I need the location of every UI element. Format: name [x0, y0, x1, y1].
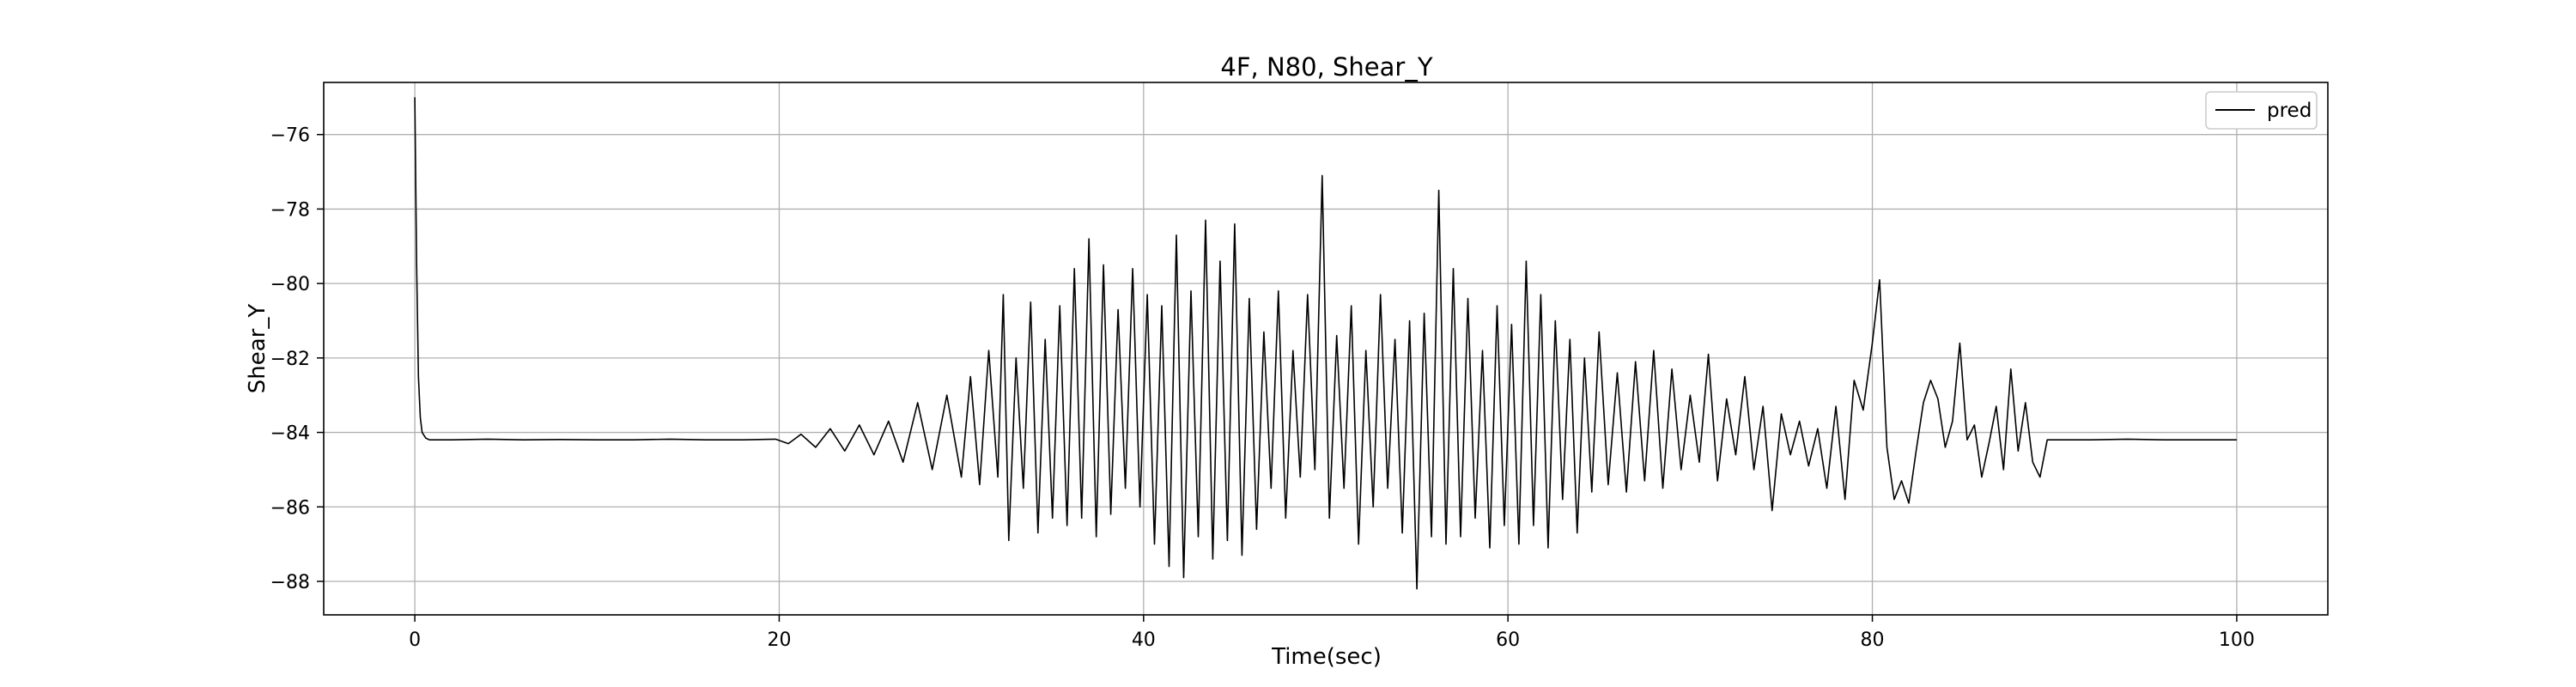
y-axis-ticks: −76 −78 −80 −82 −84 −86 −88	[270, 125, 324, 593]
y-tick-label: −88	[270, 572, 310, 593]
plot-frame	[323, 82, 2329, 616]
x-axis-label: Time(sec)	[1271, 644, 1382, 670]
x-tick-label: 80	[1861, 629, 1885, 651]
y-tick-label: −84	[270, 423, 310, 445]
legend-label-pred: pred	[2267, 100, 2312, 122]
x-tick-label: 0	[409, 629, 421, 651]
y-axis-label: Shear_Y	[245, 304, 270, 394]
x-tick-label: 20	[767, 629, 791, 651]
y-tick-label: −86	[270, 497, 310, 519]
series-line-pred	[414, 97, 2237, 590]
legend-box	[2205, 91, 2318, 130]
x-tick-label: 60	[1496, 629, 1520, 651]
x-tick-label: 100	[2219, 629, 2255, 651]
legend: pred	[2205, 91, 2318, 130]
y-tick-label: −82	[270, 349, 310, 370]
x-axis-ticks: 0 20 40 60 80 100	[409, 615, 2255, 651]
y-tick-label: −80	[270, 274, 310, 295]
gridlines	[324, 82, 2328, 615]
y-tick-label: −78	[270, 199, 310, 221]
series-layer	[414, 97, 2237, 590]
y-tick-label: −76	[270, 125, 310, 147]
x-tick-label: 40	[1132, 629, 1156, 651]
chart-title: 4F, N80, Shear_Y	[1220, 52, 1432, 82]
